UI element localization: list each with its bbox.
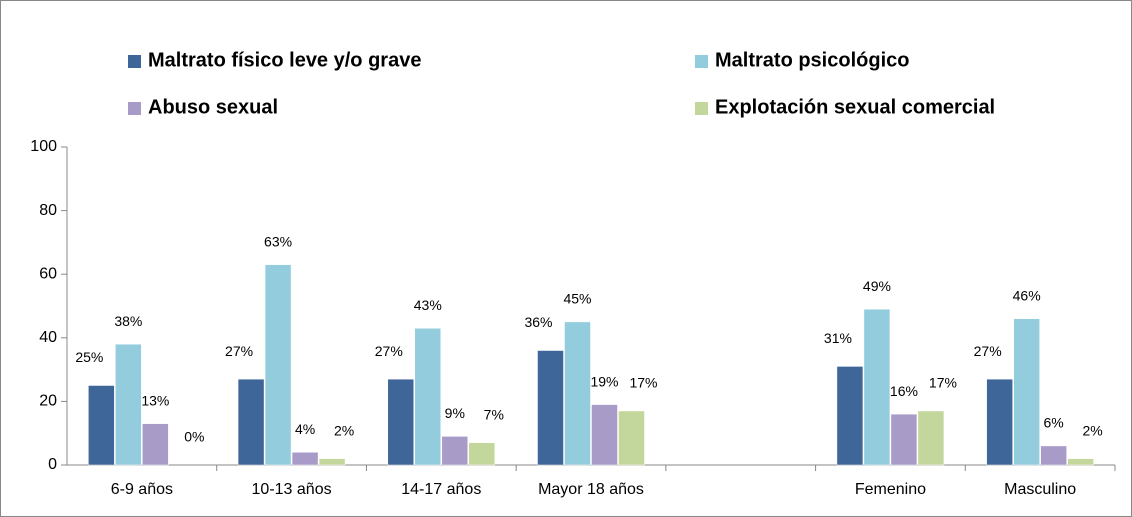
- data-label: 25%: [75, 349, 103, 365]
- legend-label: Explotación sexual comercial: [715, 96, 995, 118]
- data-label: 49%: [863, 278, 891, 294]
- data-label: 31%: [824, 330, 852, 346]
- data-label: 27%: [375, 343, 403, 359]
- data-label: 43%: [414, 297, 442, 313]
- data-label: 4%: [295, 421, 315, 437]
- legend-swatch: [695, 102, 708, 115]
- y-tick-label: 40: [39, 329, 57, 346]
- legend-label: Abuso sexual: [148, 96, 278, 118]
- x-tick-label: 10-13 años: [252, 481, 332, 498]
- x-tick-label: Femenino: [855, 481, 926, 498]
- data-label: 7%: [484, 406, 504, 422]
- bar: [115, 343, 142, 466]
- bar: [264, 264, 292, 466]
- legend-swatch: [695, 55, 708, 68]
- legend-swatch: [128, 55, 141, 68]
- bar: [468, 442, 496, 466]
- y-tick-label: 100: [30, 138, 57, 155]
- bar: [836, 366, 864, 466]
- data-label: 17%: [629, 375, 657, 391]
- bar: [564, 321, 591, 466]
- bar: [414, 328, 442, 466]
- bar: [291, 452, 319, 466]
- data-label: 63%: [264, 233, 292, 249]
- data-label: 27%: [225, 343, 253, 359]
- bar: [387, 378, 415, 466]
- data-label: 0%: [184, 429, 204, 445]
- bar: [88, 385, 115, 466]
- y-tick-label: 20: [39, 393, 57, 410]
- bar: [618, 410, 645, 466]
- x-tick-label: Masculino: [1004, 481, 1076, 498]
- bar: [1013, 318, 1040, 466]
- data-label: 19%: [590, 373, 618, 389]
- x-tick-label: 14-17 años: [401, 481, 481, 498]
- y-tick-label: 80: [39, 202, 57, 219]
- y-tick-label: 0: [48, 456, 57, 473]
- data-label: 13%: [141, 392, 169, 408]
- bar: [1067, 458, 1094, 466]
- data-label: 2%: [334, 422, 354, 438]
- y-tick-label: 60: [39, 265, 57, 282]
- data-label: 38%: [114, 313, 142, 329]
- data-label: 9%: [445, 405, 465, 421]
- legend-label: Maltrato psicológico: [715, 49, 909, 71]
- bar: [890, 413, 918, 466]
- bar: [591, 404, 618, 466]
- bar: [537, 350, 564, 466]
- data-label: 16%: [890, 383, 918, 399]
- bar: [142, 423, 169, 466]
- bar: [863, 308, 891, 466]
- bar: [318, 458, 346, 466]
- data-label: 45%: [563, 291, 591, 307]
- legend-label: Maltrato físico leve y/o grave: [148, 49, 421, 71]
- data-label: 17%: [929, 375, 957, 391]
- bar: [1040, 445, 1067, 466]
- bar: [237, 378, 265, 466]
- data-label: 46%: [1013, 287, 1041, 303]
- bar: [917, 410, 945, 466]
- bar: [441, 436, 469, 466]
- data-label: 2%: [1083, 422, 1103, 438]
- x-tick-label: Mayor 18 años: [538, 481, 644, 498]
- data-label: 27%: [974, 343, 1002, 359]
- bar: [986, 378, 1013, 466]
- data-label: 36%: [524, 314, 552, 330]
- data-label: 6%: [1044, 415, 1064, 431]
- legend-swatch: [128, 102, 141, 115]
- x-tick-label: 6-9 años: [111, 481, 173, 498]
